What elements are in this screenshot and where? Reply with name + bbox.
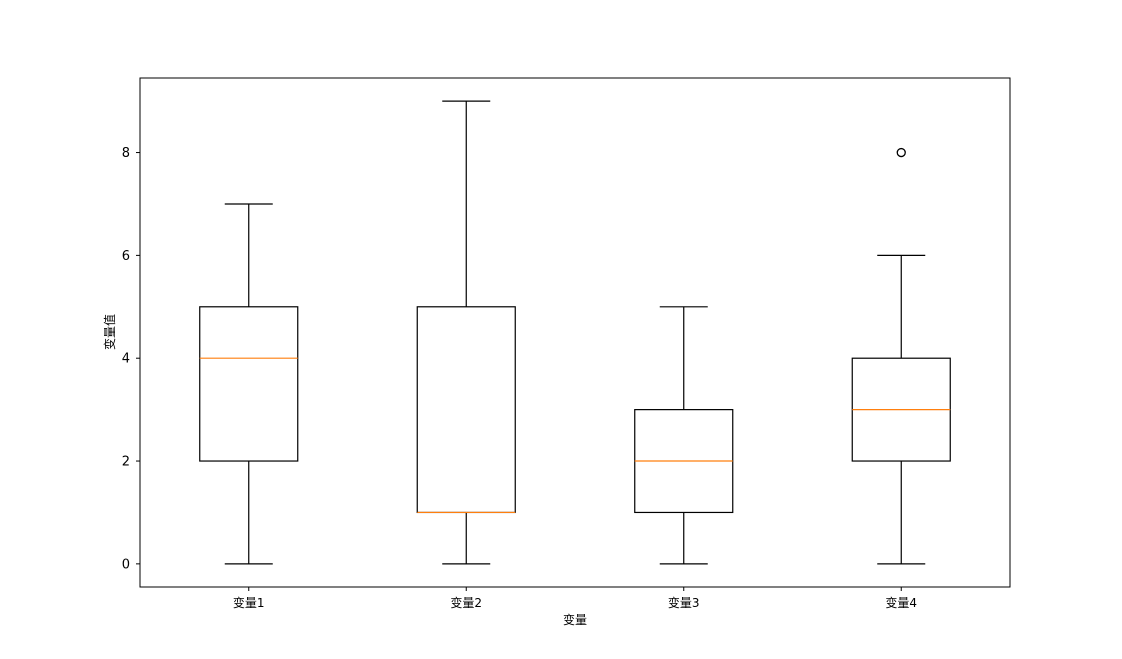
x-tick-label: 变量3 — [668, 595, 700, 610]
box — [199, 306, 299, 462]
x-tick-label: 变量4 — [885, 595, 917, 610]
outlier-point — [896, 147, 906, 158]
y-tick-label: 2 — [122, 455, 130, 470]
y-tick-label: 6 — [122, 249, 130, 264]
x-tick-label: 变量1 — [233, 595, 265, 610]
y-tick-label: 0 — [122, 557, 130, 572]
x-axis-label: 变量 — [563, 612, 587, 627]
x-tick-label: 变量2 — [450, 595, 482, 610]
chart-marks: 0 2 4 6 8 变量1 变量2 变量3 变量4 — [122, 100, 951, 610]
plot-area — [139, 77, 1011, 588]
y-axis-label: 变量值 — [102, 314, 117, 350]
y-tick-label: 8 — [122, 146, 130, 161]
y-tick-label: 4 — [122, 352, 130, 367]
